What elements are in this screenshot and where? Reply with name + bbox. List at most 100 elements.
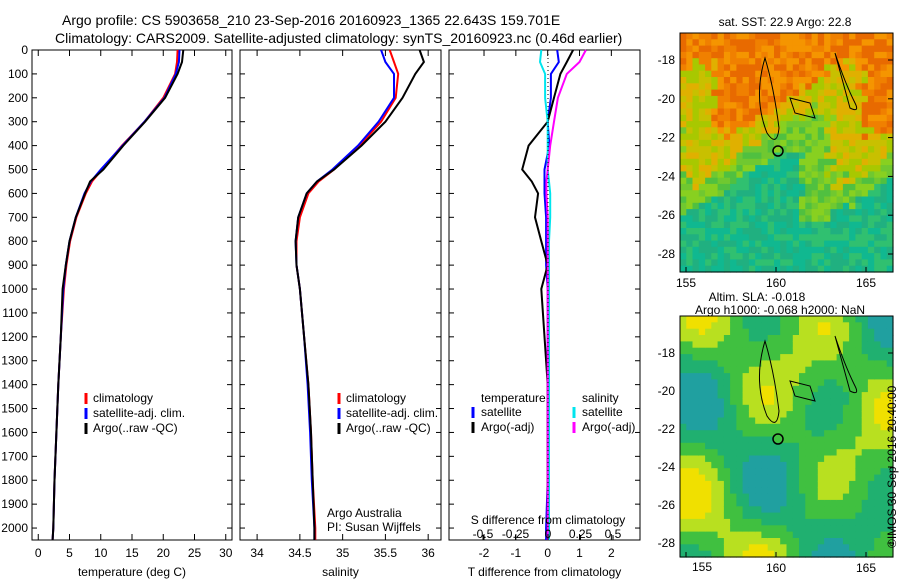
- map-cell: [724, 52, 731, 59]
- map-cell: [711, 153, 718, 160]
- temperature-panel: 0 5 10 15 20 25 30temperature (deg C)010020030…: [1, 43, 232, 579]
- map-cell: [718, 58, 725, 65]
- map-cell: [761, 316, 768, 323]
- map-cell: [699, 360, 706, 367]
- map-cell: [693, 134, 700, 141]
- map-cell: [805, 360, 812, 367]
- map-cell: [693, 544, 700, 551]
- map-cell: [843, 241, 850, 248]
- map-cell: [693, 354, 700, 361]
- map-cell: [824, 468, 831, 475]
- map-cell: [881, 379, 888, 386]
- map-cell: [724, 228, 731, 235]
- map-cell: [780, 52, 787, 59]
- map-cell: [749, 532, 756, 539]
- map-cell: [730, 386, 737, 393]
- map-cell: [862, 215, 869, 222]
- map-cell: [711, 532, 718, 539]
- map-cell: [874, 96, 881, 103]
- map-cell: [711, 165, 718, 172]
- map-cell: [761, 109, 768, 116]
- map-cell: [787, 500, 794, 507]
- map-cell: [799, 405, 806, 412]
- map-cell: [761, 494, 768, 501]
- map-cell: [793, 222, 800, 229]
- map-cell: [818, 115, 825, 122]
- map-cell: [680, 500, 687, 507]
- map-cell: [736, 538, 743, 545]
- y-tick-label: -28: [658, 247, 676, 261]
- map-cell: [749, 329, 756, 336]
- map-cell: [693, 197, 700, 204]
- map-cell: [830, 228, 837, 235]
- map-cell: [761, 392, 768, 399]
- map-cell: [830, 77, 837, 84]
- map-cell: [837, 159, 844, 166]
- map-cell: [724, 373, 731, 380]
- map-cell: [718, 228, 725, 235]
- map-cell: [793, 39, 800, 46]
- map-cell: [805, 405, 812, 412]
- map-cell: [874, 190, 881, 197]
- map-cell: [881, 90, 888, 97]
- map-cell: [812, 386, 819, 393]
- map-cell: [736, 134, 743, 141]
- map-cell: [749, 159, 756, 166]
- map-cell: [862, 322, 869, 329]
- map-cell: [868, 96, 875, 103]
- map-cell: [793, 462, 800, 469]
- map-cell: [830, 418, 837, 425]
- map-cell: [686, 494, 693, 501]
- map-cell: [711, 411, 718, 418]
- map-cell: [862, 506, 869, 513]
- map-cell: [830, 46, 837, 53]
- map-cell: [736, 184, 743, 191]
- map-cell: [749, 109, 756, 116]
- map-cell: [862, 253, 869, 260]
- series-line-1: [53, 50, 180, 540]
- map-cell: [862, 153, 869, 160]
- map-cell: [711, 96, 718, 103]
- map-cell: [793, 241, 800, 248]
- map-cell: [881, 127, 888, 134]
- map-cell: [881, 348, 888, 355]
- map-cell: [730, 456, 737, 463]
- map-cell: [862, 71, 869, 78]
- map-cell: [774, 341, 781, 348]
- map-cell: [693, 449, 700, 456]
- map-cell: [855, 475, 862, 482]
- map-cell: [718, 140, 725, 147]
- map-cell: [824, 159, 831, 166]
- map-cell: [711, 405, 718, 412]
- map-cell: [868, 443, 875, 450]
- map-cell: [736, 121, 743, 128]
- map-cell: [812, 90, 819, 97]
- map-cell: [774, 184, 781, 191]
- map-cell: [843, 494, 850, 501]
- map-cell: [693, 109, 700, 116]
- map-cell: [755, 437, 762, 444]
- map-cell: [680, 354, 687, 361]
- map-cell: [686, 58, 693, 65]
- map-cell: [743, 33, 750, 40]
- map-cell: [837, 449, 844, 456]
- map-cell: [774, 234, 781, 241]
- map-cell: [780, 456, 787, 463]
- map-cell: [743, 525, 750, 532]
- map-cell: [680, 544, 687, 551]
- map-cell: [793, 424, 800, 431]
- map-cell: [793, 234, 800, 241]
- map-cell: [843, 532, 850, 539]
- map-cell: [680, 367, 687, 374]
- map-cell: [768, 222, 775, 229]
- map-cell: [699, 197, 706, 204]
- map-cell: [843, 468, 850, 475]
- map-cell: [780, 424, 787, 431]
- map-cell: [799, 241, 806, 248]
- map-cell: [749, 335, 756, 342]
- map-cell: [680, 411, 687, 418]
- map-cell: [818, 102, 825, 109]
- map-cell: [686, 184, 693, 191]
- map-cell: [793, 348, 800, 355]
- map-cell: [749, 379, 756, 386]
